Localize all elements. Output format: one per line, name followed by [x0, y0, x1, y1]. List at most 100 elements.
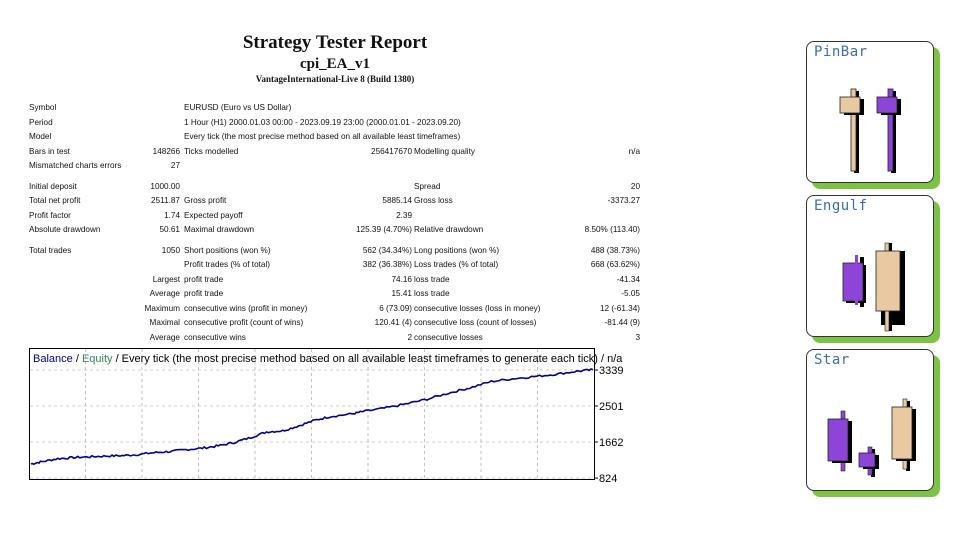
- chart-legend: Balance / Equity / Every tick (the most …: [33, 353, 623, 365]
- pinbar-card: PinBar: [806, 41, 940, 189]
- average-consec-losses-value: 3: [635, 332, 640, 342]
- profit-factor-value: 1.74: [164, 210, 180, 220]
- net-profit-value: 2511.87: [151, 196, 180, 205]
- engulf-card: Engulf: [806, 195, 940, 343]
- average-profit-label: profit trade: [184, 289, 224, 298]
- y-tick-label: 1662: [599, 437, 623, 449]
- average-label: Average: [149, 289, 180, 298]
- table-row: Largest profit trade 74.16 loss trade -4…: [29, 273, 642, 288]
- pinbar-candles-icon: [839, 88, 901, 173]
- max-consec-losses-label: consecutive losses (loss in money): [414, 303, 541, 313]
- table-row: Bars in test 148266 Ticks modelled 25641…: [29, 145, 642, 160]
- mismatch-value: 27: [170, 161, 180, 170]
- table-row: Maximal consecutive profit (count of win…: [29, 316, 642, 331]
- table-row: Symbol EURUSD (Euro vs US Dollar): [29, 101, 642, 116]
- max-consec-wins-label: consecutive wins (profit in money): [184, 303, 308, 313]
- table-row: Average profit trade 15.41 loss trade -5…: [29, 287, 642, 302]
- total-trades-value: 1050: [161, 245, 180, 255]
- expected-payoff-value: 2.39: [396, 210, 412, 220]
- balance-line: [30, 368, 594, 466]
- expected-payoff-label: Expected payoff: [184, 210, 243, 220]
- star-candles-icon: [827, 398, 916, 477]
- engulf-caption: Engulf: [814, 198, 868, 214]
- average-loss-label: loss trade: [414, 289, 450, 298]
- report-table: Symbol EURUSD (Euro vs US Dollar) Period…: [29, 101, 642, 345]
- largest-profit-value: 74.16: [391, 274, 413, 284]
- symbol-value: EURUSD (Euro vs US Dollar): [184, 103, 292, 112]
- chart-frame: [29, 348, 595, 480]
- legend-equity: Equity: [82, 353, 113, 365]
- server-name: VantageInternational-Live 8 (Build 1380): [255, 74, 415, 84]
- average-profit-value: 15.41: [391, 289, 413, 298]
- maximal-consec-profit-label: consecutive profit (count of wins): [184, 318, 304, 327]
- long-positions-label: Long positions (won %): [414, 245, 500, 255]
- absolute-drawdown-label: Absolute drawdown: [29, 225, 101, 234]
- table-row: Profit trades (% of total) 382 (36.38%) …: [29, 258, 642, 273]
- relative-drawdown-value: 8.50% (113.40): [584, 225, 640, 234]
- maximum-label: Maximum: [144, 303, 180, 313]
- loss-trades-value: 668 (63.62%): [590, 260, 640, 269]
- table-row: Average consecutive wins 2 consecutive l…: [29, 331, 642, 346]
- engulf-candles-icon: [842, 242, 905, 332]
- y-axis: 3339 2501 1662 824: [594, 365, 623, 482]
- largest-loss-value: -41.34: [616, 274, 640, 284]
- largest-label: Largest: [152, 274, 180, 284]
- report-title: Strategy Tester Report: [242, 32, 428, 53]
- average-loss-value: -5.05: [621, 289, 640, 298]
- period-value: 1 Hour (H1) 2000.01.03 00:00 - 2023.09.1…: [184, 117, 461, 127]
- table-row: Absolute drawdown 50.61 Maximal drawdown…: [29, 223, 642, 238]
- average-consec-wins-value: 2: [407, 332, 412, 342]
- short-positions-value: 562 (34.34%): [362, 245, 412, 255]
- spread-value: 20: [630, 181, 640, 191]
- model-value: Every tick (the most precise method base…: [184, 132, 461, 141]
- table-row: Mismatched charts errors 27: [29, 159, 642, 174]
- relative-drawdown-label: Relative drawdown: [414, 225, 484, 234]
- short-positions-label: Short positions (won %): [184, 245, 271, 255]
- average-consec-wins-label: consecutive wins: [184, 332, 246, 342]
- gross-profit-value: 5885.14: [382, 196, 412, 205]
- spread-label: Spread: [414, 181, 441, 191]
- y-tick-label: 824: [599, 473, 617, 482]
- table-row: Initial deposit 1000.00 Spread 20: [29, 180, 642, 195]
- table-row: Total net profit 2511.87 Gross profit 58…: [29, 194, 642, 209]
- mismatch-label: Mismatched charts errors: [29, 161, 122, 170]
- deposit-label: Initial deposit: [29, 181, 77, 191]
- pinbar-caption: PinBar: [814, 44, 868, 60]
- table-row: Profit factor 1.74 Expected payoff 2.39: [29, 209, 642, 224]
- table-row: Total trades 1050 Short positions (won %…: [29, 244, 642, 259]
- quality-value: n/a: [628, 146, 640, 156]
- y-tick-label: 3339: [599, 365, 623, 377]
- gross-profit-label: Gross profit: [184, 196, 227, 205]
- ticks-value: 256417670: [371, 146, 412, 156]
- average-label: Average: [149, 332, 180, 342]
- maximal-consec-profit-value: 120.41 (4): [374, 318, 412, 327]
- star-card: Star: [806, 349, 940, 497]
- maximal-consec-loss-value: -81.44 (9): [604, 318, 641, 327]
- legend-balance: Balance: [33, 353, 73, 365]
- largest-profit-label: profit trade: [184, 274, 224, 284]
- table-row: Period 1 Hour (H1) 2000.01.03 00:00 - 20…: [29, 116, 642, 131]
- maximal-drawdown-value: 125.39 (4.70%): [356, 225, 412, 234]
- legend-model: / Every tick (the most precise method ba…: [113, 353, 624, 365]
- table-row: Maximum consecutive wins (profit in mone…: [29, 302, 642, 317]
- symbol-label: Symbol: [29, 103, 57, 112]
- star-caption: Star: [814, 352, 850, 368]
- period-label: Period: [29, 117, 53, 127]
- net-profit-label: Total net profit: [29, 196, 81, 205]
- maximal-drawdown-label: Maximal drawdown: [184, 225, 255, 234]
- maximal-consec-loss-label: consecutive loss (count of losses): [414, 318, 537, 327]
- profit-factor-label: Profit factor: [29, 210, 71, 220]
- total-trades-label: Total trades: [29, 245, 72, 255]
- ticks-label: Ticks modelled: [184, 146, 239, 156]
- bars-value: 148266: [152, 146, 180, 156]
- long-positions-value: 488 (38.73%): [590, 245, 640, 255]
- max-consec-losses-value: 12 (-61.34): [599, 303, 640, 313]
- absolute-drawdown-value: 50.61: [159, 225, 181, 234]
- expert-name: cpi_EA_v1: [299, 56, 370, 72]
- largest-loss-label: loss trade: [414, 274, 450, 284]
- loss-trades-label: Loss trades (% of total): [414, 260, 499, 269]
- balance-chart: Balance / Equity / Every tick (the most …: [29, 348, 623, 482]
- gross-loss-label: Gross loss: [414, 196, 453, 205]
- y-tick-label: 2501: [599, 401, 623, 413]
- maximal-label: Maximal: [149, 318, 180, 327]
